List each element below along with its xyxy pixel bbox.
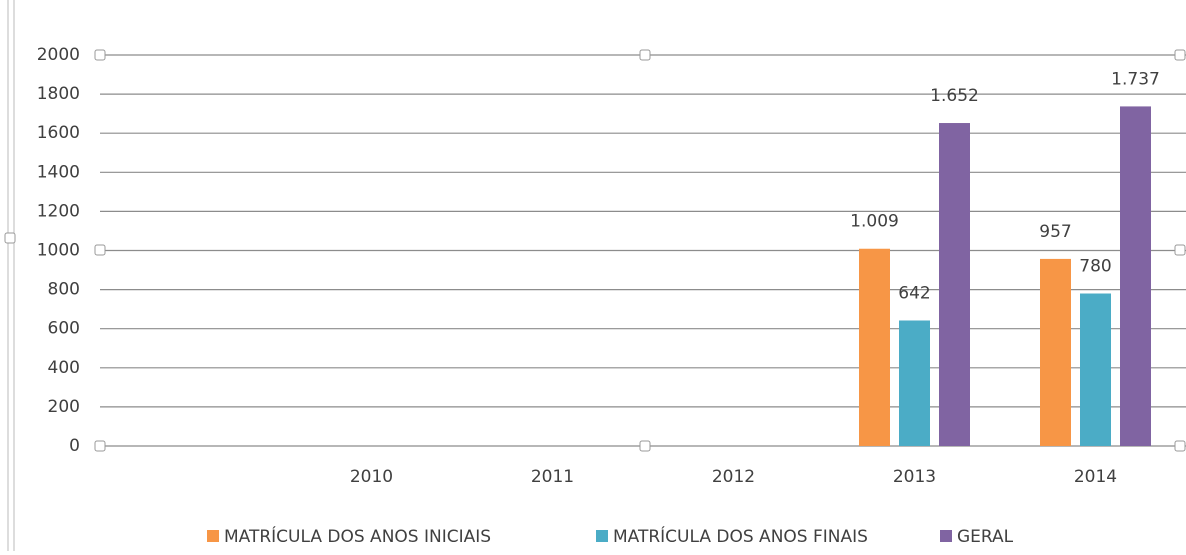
bar [939,123,970,446]
legend-swatch [596,530,608,542]
data-label: 780 [1079,257,1111,277]
bar [859,248,890,446]
x-tick-label: 2011 [531,467,574,487]
handle [94,440,106,452]
handle [4,232,16,244]
y-tick-label: 1800 [37,84,80,104]
selection-handles [4,49,1186,452]
y-tick-label: 1400 [37,162,80,182]
data-label: 1.737 [1111,69,1160,89]
data-label: 1.009 [850,212,899,232]
handle [94,244,106,256]
y-tick-label: 1600 [37,123,80,143]
handle [1174,244,1186,256]
legend-label: GERAL [957,527,1014,547]
x-tick-label: 2014 [1074,467,1117,487]
data-label: 642 [898,283,930,303]
y-tick-label: 2000 [37,45,80,65]
y-tick-label: 1000 [37,241,80,261]
bar [1120,106,1151,446]
x-tick-label: 2012 [712,467,755,487]
data-label: 1.652 [930,86,979,106]
y-tick-label: 600 [48,319,80,339]
legend-label: MATRÍCULA DOS ANOS FINAIS [613,525,868,547]
handle [1174,49,1186,61]
bar [1080,293,1111,446]
data-label: 957 [1039,222,1071,242]
handle [1174,440,1186,452]
x-tick-label: 2013 [893,467,936,487]
y-tick-label: 400 [48,358,80,378]
handle [639,49,651,61]
legend-label: MATRÍCULA DOS ANOS INICIAIS [224,525,491,547]
handle [94,49,106,61]
x-tick-label: 2010 [350,467,393,487]
y-tick-label: 0 [69,436,80,456]
handle [639,440,651,452]
y-tick-label: 1200 [37,201,80,221]
y-tick-label: 800 [48,280,80,300]
legend-swatch [207,530,219,542]
y-tick-label: 200 [48,397,80,417]
legend-swatch [940,530,952,542]
bar [899,320,930,446]
bar [1040,258,1071,446]
